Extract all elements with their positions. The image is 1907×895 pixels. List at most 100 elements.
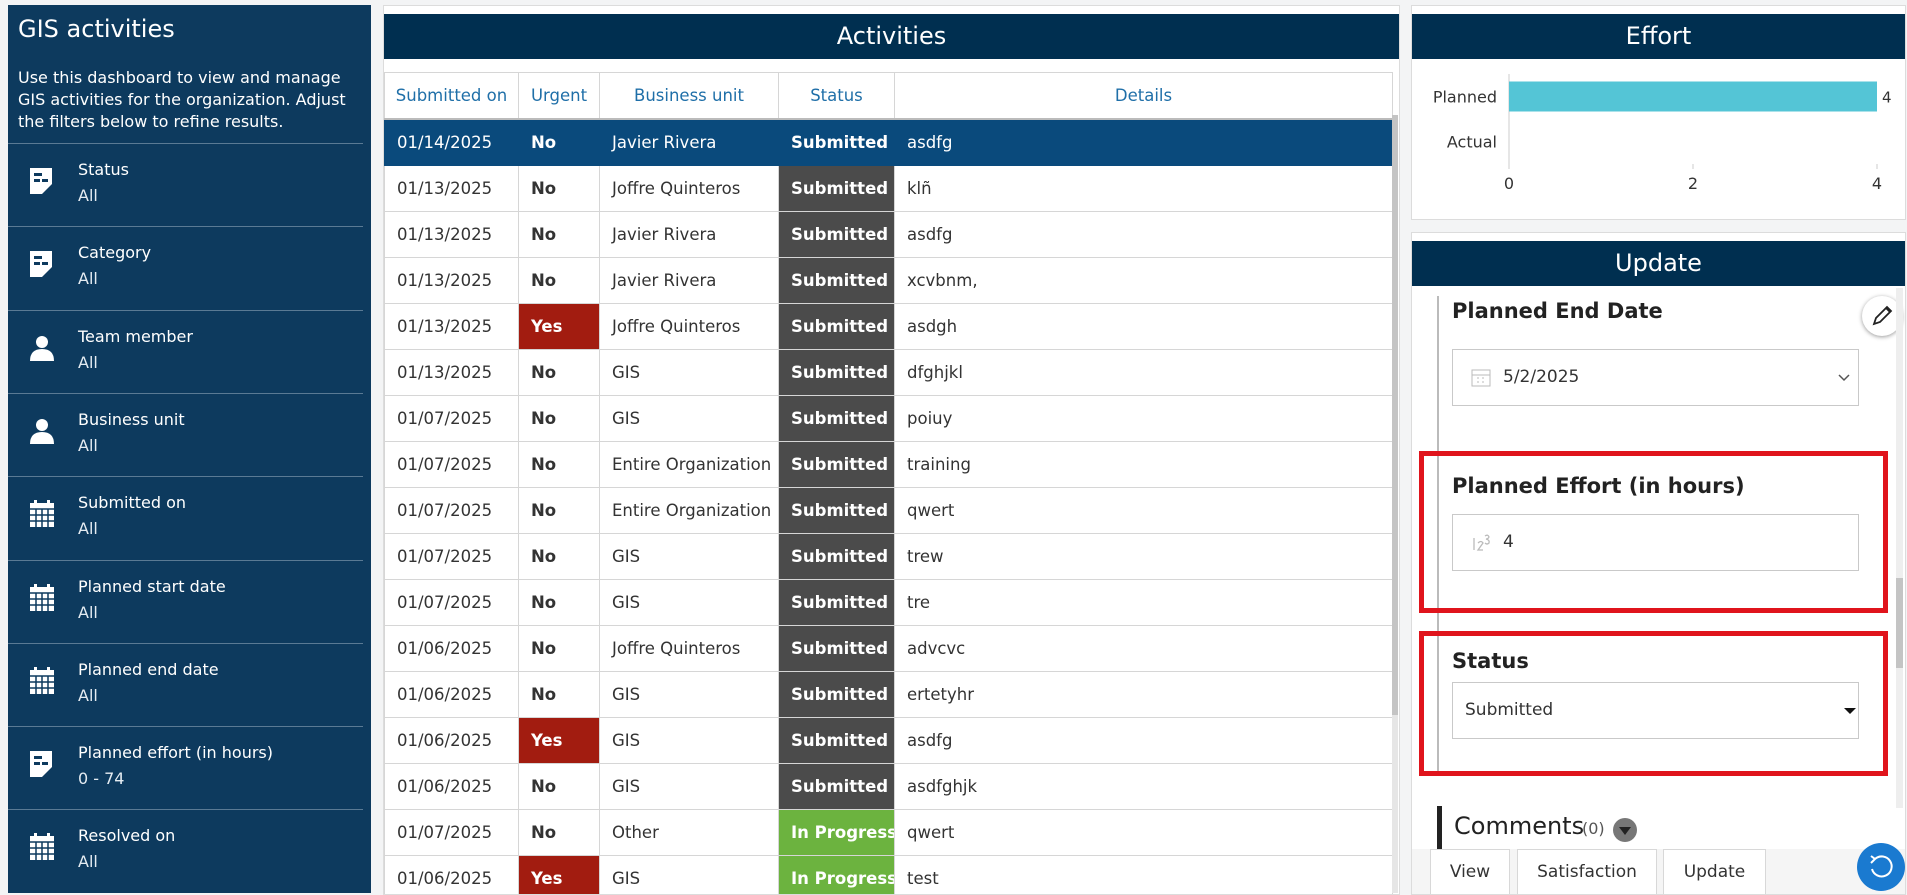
tab[interactable]: Satisfaction: [1517, 849, 1657, 895]
table-cell: Submitted: [779, 304, 895, 350]
table-cell: No: [519, 442, 600, 488]
table-cell: ertetyhr: [895, 672, 1393, 718]
x-tick-label: 4: [1872, 174, 1882, 193]
icon-shape: [34, 762, 40, 765]
filter-label: Business unit: [78, 410, 185, 429]
highlight-box: [1419, 631, 1888, 776]
table-cell: GIS: [600, 856, 779, 895]
tab[interactable]: View: [1430, 849, 1510, 895]
table-cell: Submitted: [779, 212, 895, 258]
table-cell: No: [519, 626, 600, 672]
table-cell: No: [519, 258, 600, 304]
scroll-thumb[interactable]: [1392, 115, 1398, 715]
table-cell: 01/07/2025: [385, 442, 519, 488]
table-cell: 01/07/2025: [385, 580, 519, 626]
scrollbar[interactable]: [1896, 288, 1903, 808]
comments-toggle[interactable]: [1612, 817, 1638, 843]
tab[interactable]: Update: [1663, 849, 1766, 895]
table-cell: GIS: [600, 580, 779, 626]
table-cell: 01/13/2025: [385, 304, 519, 350]
table-cell: asdfghjk: [895, 764, 1393, 810]
table-cell: Entire Organization: [600, 442, 779, 488]
field-input[interactable]: 5/2/2025: [1452, 349, 1859, 406]
icon-shape: [47, 667, 50, 673]
refresh-button[interactable]: [1856, 842, 1907, 893]
filter-label: Category: [78, 243, 151, 262]
filter-icon: [28, 166, 56, 196]
sidebar-title: GIS activities: [18, 15, 175, 43]
sidebar-description: Use this dashboard to view and manage GI…: [18, 67, 353, 133]
filter-value: All: [78, 686, 98, 705]
filter-label: Planned effort (in hours): [78, 743, 273, 762]
column-header[interactable]: Submitted on: [385, 73, 519, 120]
icon-shape: [34, 833, 37, 839]
table-cell: 01/14/2025: [385, 119, 519, 166]
column-header[interactable]: Business unit: [600, 73, 779, 120]
filter-icon: [28, 333, 56, 363]
column-header[interactable]: Urgent: [519, 73, 600, 120]
table-cell: Submitted: [779, 166, 895, 212]
scrollbar[interactable]: [1392, 115, 1398, 893]
icon-shape: [34, 179, 40, 182]
table-cell: 01/06/2025: [385, 626, 519, 672]
table-cell: 01/07/2025: [385, 488, 519, 534]
filter-item[interactable]: Planned effort (in hours) 0 - 74: [8, 726, 363, 809]
table-cell: Joffre Quinteros: [600, 166, 779, 212]
table-cell: 01/13/2025: [385, 166, 519, 212]
table-cell: No: [519, 396, 600, 442]
table-cell: Other: [600, 810, 779, 856]
icon-shape: [34, 256, 42, 259]
icon-shape: [34, 500, 37, 506]
table-cell: Submitted: [779, 580, 895, 626]
column-header[interactable]: Details: [895, 73, 1393, 120]
filter-value: All: [78, 603, 98, 622]
icon-shape: [42, 762, 48, 765]
filter-value: All: [78, 852, 98, 871]
table-cell: No: [519, 672, 600, 718]
filter-value: 0 - 74: [78, 769, 124, 788]
scroll-thumb[interactable]: [1896, 578, 1903, 668]
filter-icon: [28, 583, 56, 613]
table-cell: 01/06/2025: [385, 672, 519, 718]
table-cell: GIS: [600, 534, 779, 580]
table-cell: No: [519, 166, 600, 212]
filter-label: Submitted on: [78, 493, 186, 512]
filter-label: Team member: [78, 327, 193, 346]
table-cell: Yes: [519, 304, 600, 350]
icon-shape: [47, 833, 50, 839]
table-cell: asdgh: [895, 304, 1393, 350]
table-cell: Yes: [519, 718, 600, 764]
column-header[interactable]: Status: [779, 73, 895, 120]
icon-shape: [1472, 375, 1490, 382]
x-tick-label: 0: [1504, 174, 1514, 193]
